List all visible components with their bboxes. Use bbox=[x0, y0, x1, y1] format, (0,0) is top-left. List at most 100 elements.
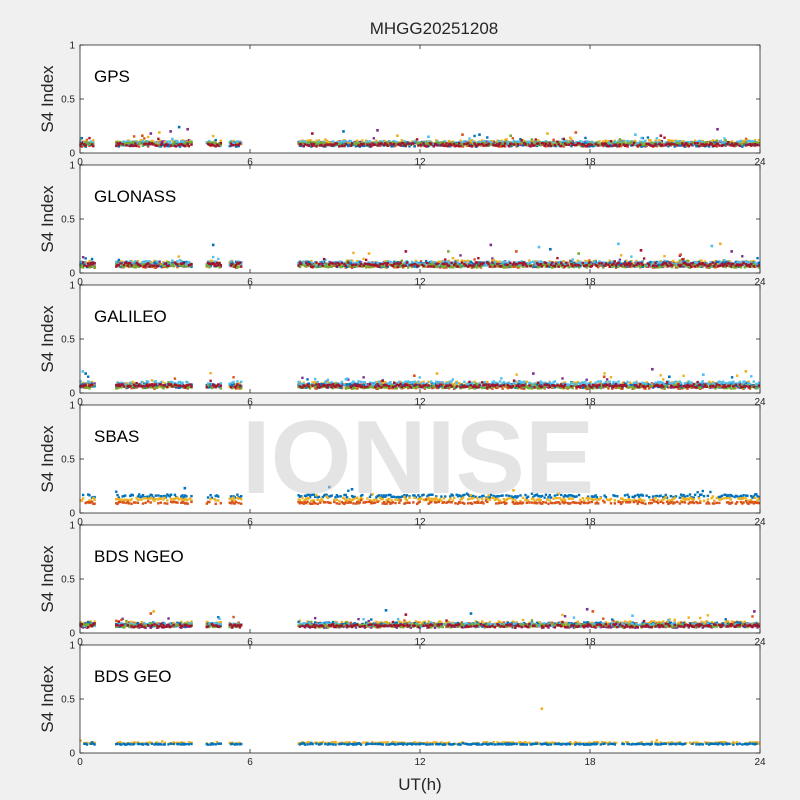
data-point bbox=[673, 143, 676, 146]
data-point bbox=[537, 263, 540, 266]
data-point bbox=[608, 382, 611, 386]
data-point bbox=[756, 265, 759, 268]
series-points bbox=[79, 367, 761, 391]
data-point bbox=[509, 264, 512, 267]
data-point bbox=[639, 144, 642, 148]
data-point bbox=[115, 144, 118, 148]
data-point bbox=[544, 265, 548, 269]
data-point bbox=[700, 264, 703, 268]
data-point bbox=[363, 264, 367, 268]
data-point bbox=[662, 144, 665, 147]
data-point bbox=[163, 140, 166, 144]
data-point bbox=[408, 145, 411, 148]
data-point bbox=[380, 264, 383, 267]
data-point bbox=[368, 143, 372, 146]
data-point bbox=[240, 141, 243, 144]
data-point bbox=[546, 261, 549, 265]
data-point bbox=[386, 260, 390, 263]
data-point bbox=[697, 145, 701, 148]
data-point bbox=[312, 263, 316, 267]
x-tick-label: 0 bbox=[77, 397, 83, 408]
data-point bbox=[412, 264, 415, 267]
data-point bbox=[440, 263, 443, 267]
data-point bbox=[297, 382, 300, 385]
data-point bbox=[237, 262, 240, 265]
data-point bbox=[90, 263, 94, 266]
data-point bbox=[594, 260, 597, 263]
data-point bbox=[438, 141, 442, 144]
data-point bbox=[352, 263, 355, 267]
data-point bbox=[651, 384, 655, 387]
data-point bbox=[373, 263, 377, 266]
data-point bbox=[500, 263, 503, 267]
data-point bbox=[396, 143, 400, 146]
data-point bbox=[500, 143, 503, 146]
data-point bbox=[515, 143, 518, 146]
data-point bbox=[598, 262, 601, 265]
data-point bbox=[690, 261, 693, 265]
data-point bbox=[475, 263, 479, 267]
data-point bbox=[176, 265, 179, 269]
data-point bbox=[633, 386, 637, 389]
data-point bbox=[660, 265, 664, 268]
data-point bbox=[229, 142, 233, 145]
data-point bbox=[321, 260, 325, 263]
data-point bbox=[739, 139, 743, 143]
data-point bbox=[131, 265, 135, 269]
data-point bbox=[516, 266, 520, 269]
data-point bbox=[123, 261, 127, 264]
data-point bbox=[166, 140, 169, 143]
data-point bbox=[83, 144, 86, 147]
data-point bbox=[701, 263, 704, 266]
data-point bbox=[463, 140, 466, 143]
data-point bbox=[622, 143, 625, 146]
data-point bbox=[155, 144, 159, 147]
data-point bbox=[164, 143, 168, 146]
data-point bbox=[530, 383, 534, 386]
data-point bbox=[568, 140, 572, 143]
data-point bbox=[129, 260, 132, 263]
data-point bbox=[639, 265, 642, 268]
data-point bbox=[667, 145, 670, 148]
data-point bbox=[158, 142, 161, 145]
data-point bbox=[704, 143, 707, 147]
data-point bbox=[535, 265, 539, 269]
data-point bbox=[656, 141, 660, 144]
data-point bbox=[554, 141, 558, 144]
data-point bbox=[418, 142, 421, 145]
data-point bbox=[728, 262, 731, 265]
data-point bbox=[238, 142, 242, 145]
data-point bbox=[93, 262, 96, 265]
data-point bbox=[633, 261, 637, 265]
data-point bbox=[145, 143, 149, 146]
data-point bbox=[557, 265, 560, 268]
data-point bbox=[480, 262, 484, 266]
data-point bbox=[342, 130, 345, 133]
data-point bbox=[234, 262, 238, 265]
data-point bbox=[209, 143, 212, 146]
data-point bbox=[719, 242, 722, 246]
data-point bbox=[211, 134, 215, 138]
data-point bbox=[382, 381, 386, 385]
data-point bbox=[531, 144, 535, 147]
data-point bbox=[585, 144, 588, 148]
data-point bbox=[653, 264, 656, 267]
data-point bbox=[468, 141, 471, 145]
data-point bbox=[483, 261, 486, 265]
data-point bbox=[570, 260, 573, 263]
data-point bbox=[118, 142, 122, 145]
data-point bbox=[496, 262, 499, 266]
data-point bbox=[628, 140, 632, 143]
data-point bbox=[149, 260, 152, 264]
data-point bbox=[310, 145, 313, 148]
data-point bbox=[234, 263, 238, 267]
data-point bbox=[554, 260, 558, 264]
data-point bbox=[436, 380, 439, 384]
data-point bbox=[391, 264, 395, 268]
data-point bbox=[509, 141, 512, 144]
data-point bbox=[410, 260, 414, 264]
data-point bbox=[551, 266, 554, 269]
data-point bbox=[350, 259, 354, 262]
data-point bbox=[465, 142, 469, 146]
data-point bbox=[339, 141, 342, 144]
